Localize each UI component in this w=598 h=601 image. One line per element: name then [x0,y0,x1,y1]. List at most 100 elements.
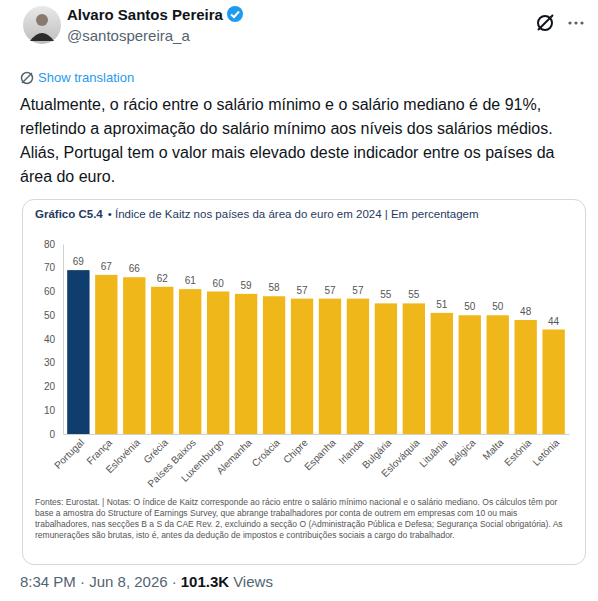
avatar [22,5,62,45]
bar [151,287,173,434]
y-tick-label: 80 [44,239,56,250]
x-tick: Letónia [530,434,561,468]
y-axis-line [63,245,64,435]
bar [123,277,145,434]
chart-title-line: Gráfico C5.4 • Índice de Kaitz nos países… [35,208,479,220]
y-tick-label: 60 [44,286,56,297]
translate-icon-ring [22,72,33,83]
x-tick: Eslováquia [379,434,422,479]
x-tick-label: Eslovénia [104,437,143,476]
show-translation[interactable]: Show translation [20,70,134,85]
chart-subtitle: • Índice de Kaitz nos países da área do … [108,208,479,220]
chart-note: Fontes: Eurostat. | Notas: O índice de K… [35,497,573,541]
translate-icon-slash [22,73,32,83]
show-translation-text[interactable]: Show translation [38,70,134,85]
timestamp: 8:34 PM · Jun 8, 2026 · [20,573,177,590]
bar [67,270,89,434]
bar [291,299,313,434]
author-name: Alvaro Santos Pereira [67,6,223,23]
badge-check [231,12,239,18]
badge-bg [227,6,243,22]
x-tick-label: Croácia [250,437,282,469]
x-tick: Malta [480,434,505,462]
more-dot [568,21,571,24]
data-label: 60 [213,278,225,289]
plot: 01020304050607080PortugalFrançaEslovénia… [44,239,570,490]
avatar-body [30,33,54,41]
avatar-head [36,14,48,26]
bar [263,296,285,434]
x-tick: Estónia [502,434,534,468]
x-tick-label: Lituânia [417,437,450,470]
x-tick-label: Eslováquia [379,437,422,480]
data-label: 50 [464,301,476,312]
grok-icon [538,16,552,30]
x-tick: Luxemburgo [179,434,226,484]
y-axis: 01020304050607080 [44,239,64,440]
data-labels: 696766626160595857575755555150504844 [73,256,560,326]
y-tick-label: 0 [49,429,55,440]
bar [514,320,536,434]
bar [347,299,369,434]
bars [67,270,565,434]
menu-icons [530,12,590,34]
more-dot [574,21,577,24]
data-label: 51 [436,299,448,310]
x-tick-label: Alemanha [214,437,254,477]
bar [487,315,509,434]
x-tick: Espanha [302,434,338,473]
chart-title: Gráfico C5.4 [35,208,103,220]
data-label: 55 [380,289,392,300]
bar [459,315,481,434]
bar [235,294,257,434]
data-label: 50 [492,301,504,312]
bar [375,303,397,434]
author-handle: @santospereira_a [67,27,190,44]
y-tick: 10 [44,405,63,416]
data-label: 57 [324,285,336,296]
y-tick: 70 [44,262,63,273]
bar [542,330,564,435]
x-tick-label: Luxemburgo [179,437,226,484]
data-label: 61 [185,275,197,286]
data-label: 44 [548,316,560,327]
data-label: 58 [269,282,281,293]
data-label: 69 [73,256,85,267]
x-tick-label: Portugal [52,437,86,471]
bar [403,303,425,434]
chart: Gráfico C5.4 • Índice de Kaitz nos países… [23,200,585,492]
data-label: 62 [157,273,169,284]
data-label: 59 [241,280,253,291]
x-tick: Bélgica [447,434,478,468]
data-label: 67 [101,261,113,272]
x-tick: Alemanha [214,434,254,476]
x-tick-label: Malta [480,437,505,462]
data-label: 48 [520,306,532,317]
y-tick-label: 40 [44,334,56,345]
views-count: 101.3K [181,573,229,590]
tweet-text: Atualmente, o rácio entre o salário míni… [20,93,586,189]
chart-card: Gráfico C5.4 • Índice de Kaitz nos países… [22,199,586,565]
x-tick: Países Baixos [145,434,198,489]
translate-icon [20,71,34,85]
bar [431,313,453,434]
timestamp-row: 8:34 PM · Jun 8, 2026 ·101.3KViews [20,573,273,590]
x-tick-label: Bélgica [447,437,478,468]
y-tick: 60 [44,286,63,297]
views-label: Views [233,573,273,590]
x-tick: Portugal [52,434,86,471]
y-tick: 20 [44,381,63,392]
y-tick-label: 70 [44,262,56,273]
x-tick-label: Estónia [502,437,534,469]
data-label: 57 [296,285,308,296]
data-label: 55 [408,289,420,300]
data-label: 57 [352,285,364,296]
bar [319,299,341,434]
y-tick-label: 10 [44,405,56,416]
grok-icon-slash [538,15,553,30]
y-tick-label: 50 [44,310,56,321]
bar [95,275,117,434]
x-tick-label: Letónia [530,437,561,468]
y-tick-label: 20 [44,381,56,392]
x-tick: Croácia [250,434,282,469]
